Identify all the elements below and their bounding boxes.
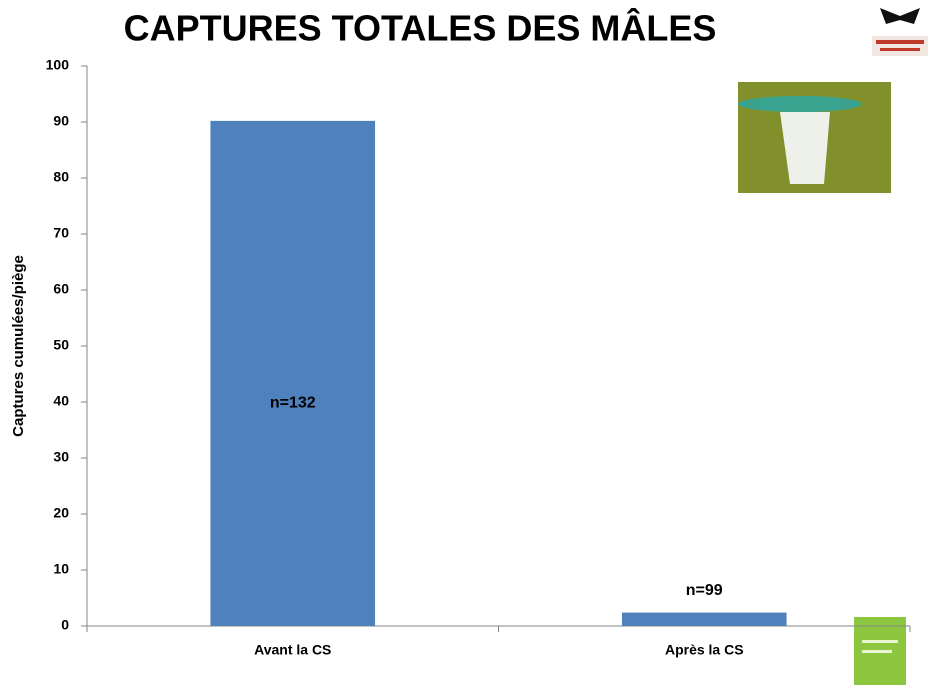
y-tick-label: 50 bbox=[53, 337, 69, 353]
bar bbox=[210, 120, 376, 626]
y-tick-label: 0 bbox=[61, 617, 69, 633]
y-tick-label: 60 bbox=[53, 281, 69, 297]
y-tick-label: 70 bbox=[53, 225, 69, 241]
x-tick-label: Avant la CS bbox=[254, 642, 331, 658]
y-axis-label: Captures cumulées/piège bbox=[10, 255, 27, 437]
chart-title: CAPTURES TOTALES DES MÂLES bbox=[124, 7, 717, 49]
y-tick-label: 30 bbox=[53, 449, 69, 465]
bar-annotation: n=99 bbox=[686, 582, 723, 599]
moth-logo bbox=[872, 8, 928, 56]
y-tick-label: 20 bbox=[53, 505, 69, 521]
x-tick-label: Après la CS bbox=[665, 642, 744, 658]
y-tick-label: 90 bbox=[53, 113, 69, 129]
inra-logo bbox=[854, 617, 906, 685]
bar-annotation: n=132 bbox=[270, 395, 316, 412]
y-tick-label: 80 bbox=[53, 169, 69, 185]
trap-photo bbox=[738, 82, 891, 193]
bar bbox=[621, 612, 787, 626]
y-tick-label: 100 bbox=[46, 57, 70, 73]
y-tick-label: 40 bbox=[53, 393, 69, 409]
y-tick-label: 10 bbox=[53, 561, 69, 577]
